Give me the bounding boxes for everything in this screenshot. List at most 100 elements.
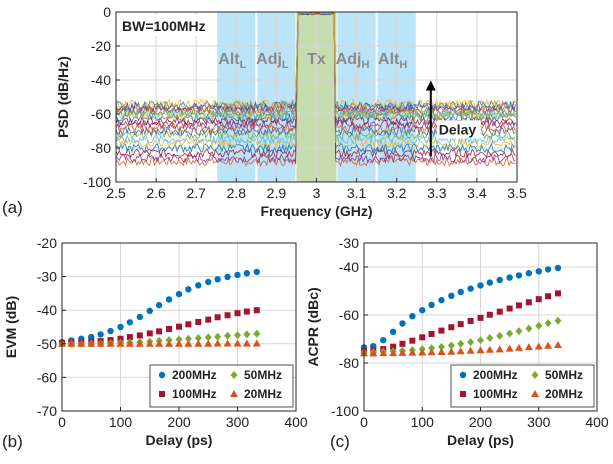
- series-20mhz: [58, 339, 261, 347]
- band-label-base: Adj: [256, 51, 282, 68]
- data-point: [398, 348, 407, 356]
- data-point: [175, 339, 183, 347]
- delay-annotation: Delay: [439, 121, 477, 137]
- data-point: [535, 296, 542, 303]
- data-point: [427, 348, 436, 356]
- x-tick-label: 2.5: [106, 185, 126, 201]
- data-point: [234, 271, 241, 279]
- data-point: [253, 329, 261, 338]
- data-point: [419, 334, 426, 341]
- band-label-base: Tx: [307, 51, 326, 68]
- data-point: [477, 282, 484, 289]
- data-point: [456, 347, 465, 355]
- data-point: [514, 343, 523, 351]
- band-label-sub: L: [282, 59, 289, 71]
- data-point: [409, 313, 416, 320]
- data-point: [486, 334, 494, 343]
- data-point: [496, 308, 503, 315]
- data-point: [467, 318, 474, 324]
- data-point: [447, 341, 455, 350]
- data-point: [146, 307, 153, 315]
- y-tick-label: -70: [37, 403, 57, 419]
- data-point: [155, 301, 163, 309]
- legend: 200MHz 100MHz 50MHz 20MHz: [450, 364, 595, 408]
- data-point: [156, 328, 163, 335]
- data-point: [390, 343, 397, 350]
- panel-b: 200MHz 100MHz 50MHz 20MHz 0 100 200 300 400 -20 -3…: [2, 235, 308, 451]
- data-point: [467, 285, 474, 292]
- data-point: [224, 331, 232, 340]
- panel-label: (c): [330, 432, 350, 451]
- x-tick-label: 2.7: [186, 185, 206, 201]
- legend-entry: 100MHz: [473, 387, 518, 401]
- x-tick-label: 300: [527, 414, 551, 430]
- y-axis-label: PSD (dB/Hz): [55, 56, 71, 138]
- y-tick-label: -60: [37, 369, 57, 385]
- y-tick-label: -30: [37, 269, 57, 285]
- psd-trace: [115, 12, 516, 110]
- y-tick-label: -80: [339, 355, 359, 371]
- bw-annotation: BW=100MHz: [122, 18, 206, 34]
- data-point: [205, 278, 212, 286]
- data-point: [176, 323, 182, 330]
- y-tick-label: -50: [37, 336, 57, 352]
- data-point: [505, 344, 514, 352]
- legend-entry: 200MHz: [473, 368, 518, 382]
- data-point: [243, 330, 251, 339]
- legend-entry: 50MHz: [545, 368, 583, 382]
- data-point: [428, 330, 435, 337]
- x-tick-label: 300: [226, 414, 250, 430]
- band-label-base: Alt: [218, 51, 240, 68]
- data-point: [117, 323, 124, 331]
- y-tick-label: -30: [339, 235, 359, 251]
- x-tick-label: 2.8: [227, 185, 247, 201]
- data-point: [224, 312, 231, 319]
- data-point: [460, 391, 466, 397]
- data-point: [467, 338, 475, 347]
- x-axis-label: Frequency (GHz): [260, 203, 372, 219]
- x-tick-label: 3.3: [427, 185, 447, 201]
- data-point: [136, 313, 144, 321]
- data-point: [418, 348, 427, 356]
- data-point: [447, 347, 456, 355]
- y-tick-label: -20: [37, 235, 57, 251]
- x-tick-label: 3.4: [467, 185, 487, 201]
- band-label: AltL: [218, 51, 246, 71]
- data-point: [165, 339, 174, 347]
- data-point: [230, 390, 238, 397]
- data-point: [535, 268, 542, 275]
- data-point: [194, 339, 203, 347]
- data-point: [136, 332, 143, 339]
- data-point: [506, 274, 513, 281]
- band-label-sub: L: [240, 59, 247, 71]
- data-point: [448, 292, 455, 299]
- data-point: [408, 348, 417, 356]
- data-point: [535, 321, 543, 330]
- legend-entry: 100MHz: [172, 387, 217, 401]
- x-tick-label: 0: [360, 414, 368, 430]
- data-point: [166, 326, 173, 333]
- x-tick-label: 2.9: [267, 185, 287, 201]
- data-point: [554, 290, 561, 297]
- data-point: [531, 390, 539, 397]
- band-label-sub: H: [399, 59, 407, 71]
- data-point: [97, 331, 104, 338]
- bw-annotation-bg: [118, 14, 216, 36]
- data-point: [77, 339, 86, 347]
- data-point: [205, 316, 212, 323]
- legend-box: [149, 364, 294, 408]
- data-point: [399, 320, 406, 327]
- data-point: [223, 339, 232, 347]
- data-point: [457, 339, 465, 348]
- data-point: [419, 307, 426, 314]
- data-point: [175, 335, 183, 344]
- x-tick-label: 200: [167, 414, 191, 430]
- data-point: [126, 319, 134, 326]
- data-point: [242, 339, 251, 347]
- data-point: [253, 307, 260, 314]
- data-point: [106, 339, 115, 347]
- legend-entry: 20MHz: [244, 387, 282, 401]
- data-point: [224, 273, 231, 281]
